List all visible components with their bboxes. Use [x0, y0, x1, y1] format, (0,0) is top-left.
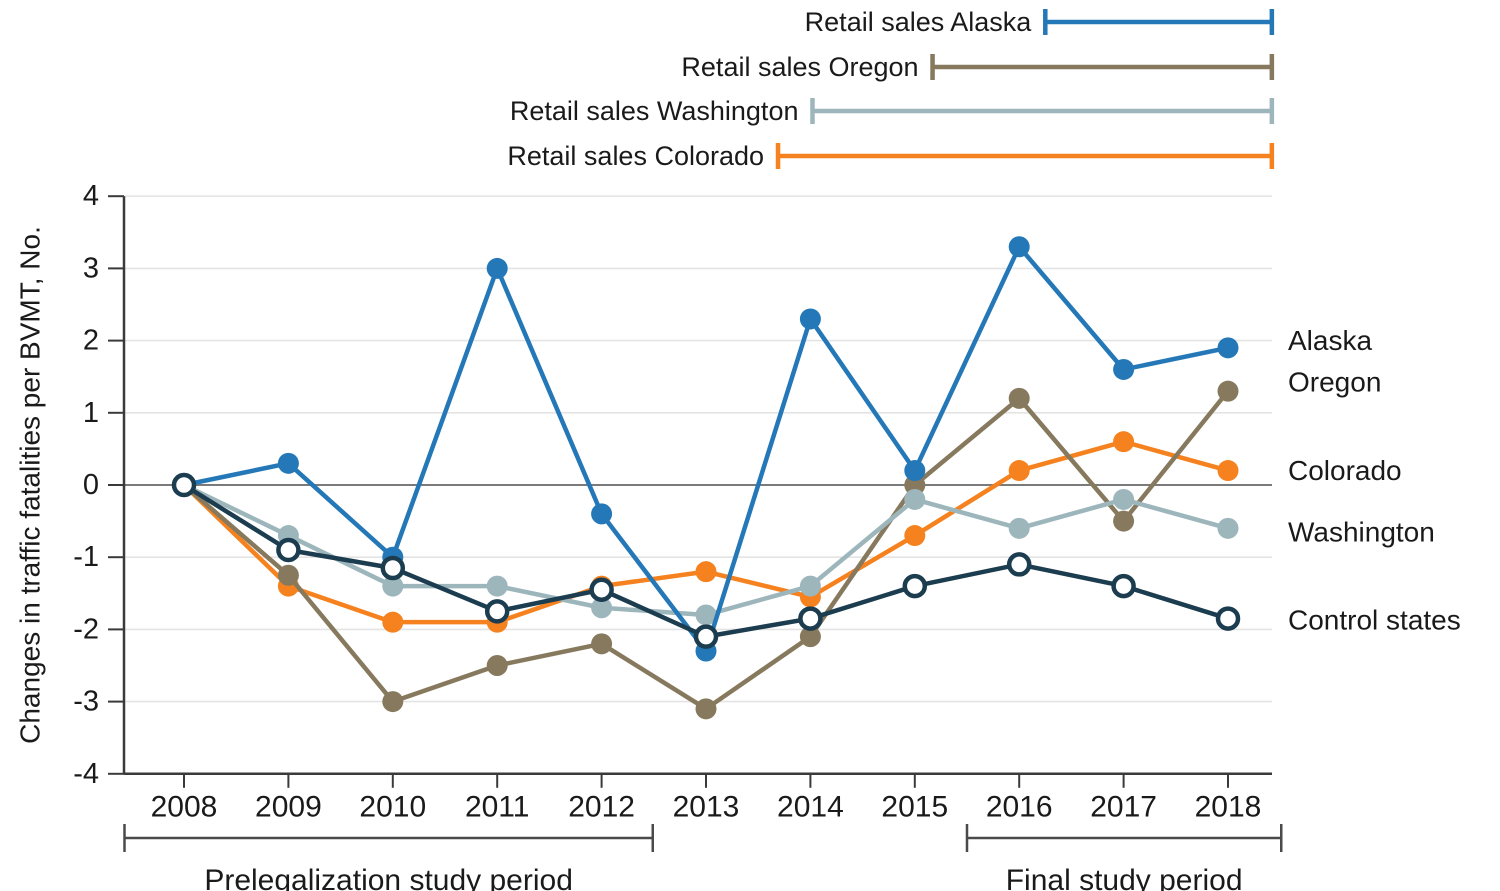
- data-point-control-states-2014: [798, 606, 823, 631]
- data-point-oregon-2013: [695, 698, 717, 720]
- data-point-control-states-2018: [1215, 606, 1241, 631]
- data-point-alaska-2015: [904, 460, 926, 482]
- data-point-alaska-2011: [486, 257, 508, 279]
- data-point-washington-2015: [904, 488, 926, 510]
- period-bracket-label: Prelegalization study period: [204, 864, 573, 891]
- x-tick-label: 2017: [1090, 791, 1157, 824]
- data-point-washington-2012: [591, 597, 613, 619]
- y-tick-label: -4: [73, 758, 99, 790]
- data-point-control-states-2016: [1006, 552, 1032, 577]
- y-tick-label: 1: [83, 397, 99, 429]
- data-point-colorado-2018: [1217, 460, 1239, 482]
- data-point-oregon-2010: [382, 691, 404, 713]
- data-point-washington-2011: [486, 575, 508, 597]
- data-point-control-states-2009: [276, 537, 301, 563]
- data-point-oregon-2012: [591, 633, 613, 655]
- data-point-washington-2016: [1008, 517, 1030, 539]
- series-alaska: [173, 236, 1239, 662]
- data-point-oregon-2017: [1113, 510, 1135, 532]
- series-line-colorado: [181, 439, 1231, 625]
- data-point-washington-2018: [1217, 517, 1239, 539]
- period-bracket-label: Final study period: [1006, 864, 1243, 891]
- x-tick-label: 2016: [986, 791, 1053, 824]
- series-label-washington: Washington: [1288, 516, 1435, 547]
- legend-label: Retail sales Washington: [510, 96, 799, 126]
- data-point-oregon-2018: [1217, 380, 1239, 402]
- data-point-control-states-2015: [902, 573, 928, 599]
- data-point-control-states-2008: [171, 472, 197, 498]
- y-tick-label: 2: [83, 325, 99, 357]
- legend-item-retail-sales-oregon: [930, 54, 1275, 80]
- data-point-alaska-2014: [799, 308, 821, 330]
- legend-item-retail-sales-colorado: [775, 143, 1275, 169]
- series-label-oregon: Oregon: [1288, 366, 1381, 397]
- legend-item-retail-sales-washington: [810, 98, 1275, 124]
- x-tick-label: 2014: [777, 791, 844, 824]
- data-point-washington-2017: [1113, 488, 1135, 510]
- data-point-control-states-2010: [380, 555, 406, 581]
- data-point-oregon-2014: [799, 626, 821, 648]
- data-point-colorado-2013: [695, 561, 717, 583]
- data-point-oregon-2015: [904, 474, 926, 496]
- x-tick-label: 2015: [881, 791, 948, 824]
- y-tick-label: -1: [73, 541, 99, 573]
- legend-label: Retail sales Oregon: [681, 52, 918, 82]
- x-tick-label: 2018: [1195, 791, 1262, 824]
- x-tick-label: 2011: [465, 791, 530, 824]
- y-tick-label: -2: [73, 613, 99, 645]
- data-point-control-states-2012: [589, 577, 614, 602]
- legend-item-retail-sales-alaska: [1043, 9, 1275, 35]
- series-line-alaska: [181, 244, 1231, 654]
- y-tick-label: 0: [83, 469, 99, 501]
- data-point-colorado-2016: [1008, 460, 1030, 482]
- series-control-states: [171, 472, 1241, 649]
- x-tick-label: 2009: [255, 791, 322, 824]
- x-tick-label: 2010: [359, 791, 426, 824]
- data-point-control-states-2017: [1111, 573, 1136, 599]
- legend-label: Retail sales Alaska: [805, 7, 1033, 37]
- data-point-washington-2014: [799, 575, 821, 597]
- x-tick-label: 2008: [151, 791, 218, 824]
- data-point-alaska-2009: [277, 452, 299, 474]
- data-point-control-states-2013: [693, 624, 719, 649]
- series-label-colorado: Colorado: [1288, 455, 1402, 486]
- period-bracket-final-study-period: [965, 824, 1283, 852]
- series-label-control-states: Control states: [1288, 605, 1461, 636]
- data-point-alaska-2012: [591, 503, 613, 525]
- y-tick-label: -3: [73, 686, 99, 718]
- series-colorado: [173, 431, 1239, 633]
- data-point-oregon-2016: [1008, 387, 1030, 409]
- data-point-colorado-2017: [1113, 431, 1135, 453]
- data-point-control-states-2011: [484, 599, 510, 624]
- data-point-washington-2013: [695, 604, 717, 626]
- legend-label: Retail sales Colorado: [507, 141, 764, 171]
- x-tick-label: 2013: [673, 791, 740, 824]
- series-line-washington: [181, 482, 1231, 618]
- x-tick-label: 2012: [568, 791, 635, 824]
- period-bracket-prelegalization-study-period: [123, 824, 655, 852]
- data-point-colorado-2015: [904, 525, 926, 547]
- data-point-oregon-2011: [486, 655, 508, 676]
- data-point-alaska-2018: [1217, 337, 1239, 359]
- series-label-alaska: Alaska: [1288, 325, 1372, 356]
- data-point-washington-2010: [382, 575, 404, 597]
- data-point-colorado-2010: [382, 611, 404, 633]
- y-tick-label: 3: [83, 252, 99, 284]
- data-point-alaska-2017: [1113, 358, 1135, 380]
- data-point-oregon-2009: [277, 564, 299, 586]
- y-tick-label: 4: [83, 180, 99, 212]
- series-oregon: [173, 380, 1239, 720]
- data-point-alaska-2016: [1008, 236, 1030, 258]
- y-axis-title: Changes in traffic fatalities per BVMT, …: [15, 226, 46, 744]
